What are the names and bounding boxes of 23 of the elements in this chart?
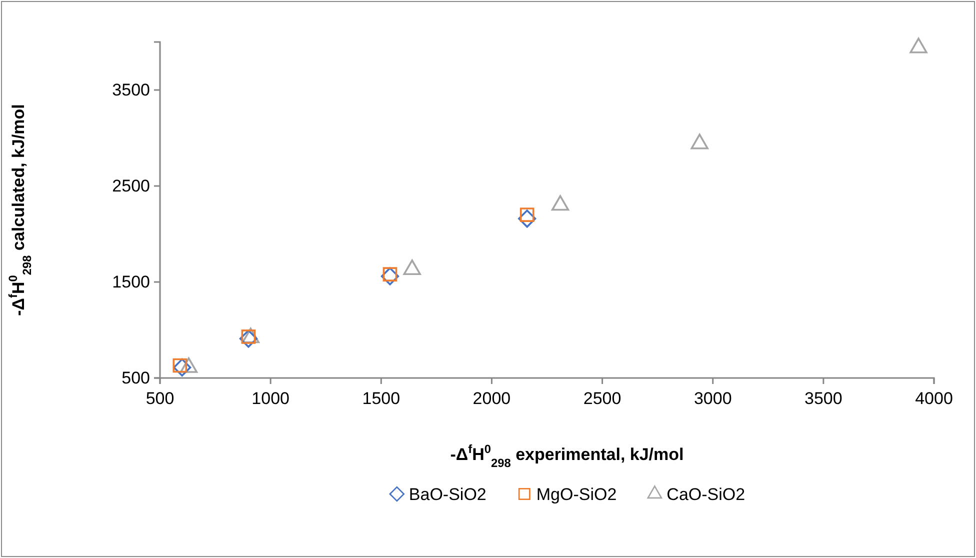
legend-label: BaO-SiO2 xyxy=(408,485,486,504)
x-tick-label: 3000 xyxy=(694,389,732,408)
y-tick-label: 2500 xyxy=(112,176,150,196)
x-axis-title: -Δ$^{f}$H$^{0}$$_{298}$ experimental, kJ/mol xyxy=(450,442,684,470)
point xyxy=(551,195,570,211)
point xyxy=(173,358,192,377)
x-tick-label: 3500 xyxy=(804,389,842,408)
legend-label: MgO-SiO2 xyxy=(536,485,617,504)
legend-label: CaO-SiO2 xyxy=(666,485,746,504)
y-tick-label: 1500 xyxy=(112,272,150,292)
x-tick-label: 2000 xyxy=(472,389,511,408)
x-tick-label: 1000 xyxy=(252,389,290,408)
y-tick-label: 3500 xyxy=(112,80,150,100)
point xyxy=(239,330,258,348)
point xyxy=(690,134,708,150)
y-tick-label: 500 xyxy=(122,368,150,388)
x-tick-label: 500 xyxy=(146,389,174,408)
point xyxy=(380,267,400,286)
x-tick-label: 2500 xyxy=(583,389,622,408)
x-tick-label: 1500 xyxy=(362,389,400,408)
x-tick-label: 4000 xyxy=(915,389,953,408)
point xyxy=(518,210,536,228)
point xyxy=(910,38,928,54)
